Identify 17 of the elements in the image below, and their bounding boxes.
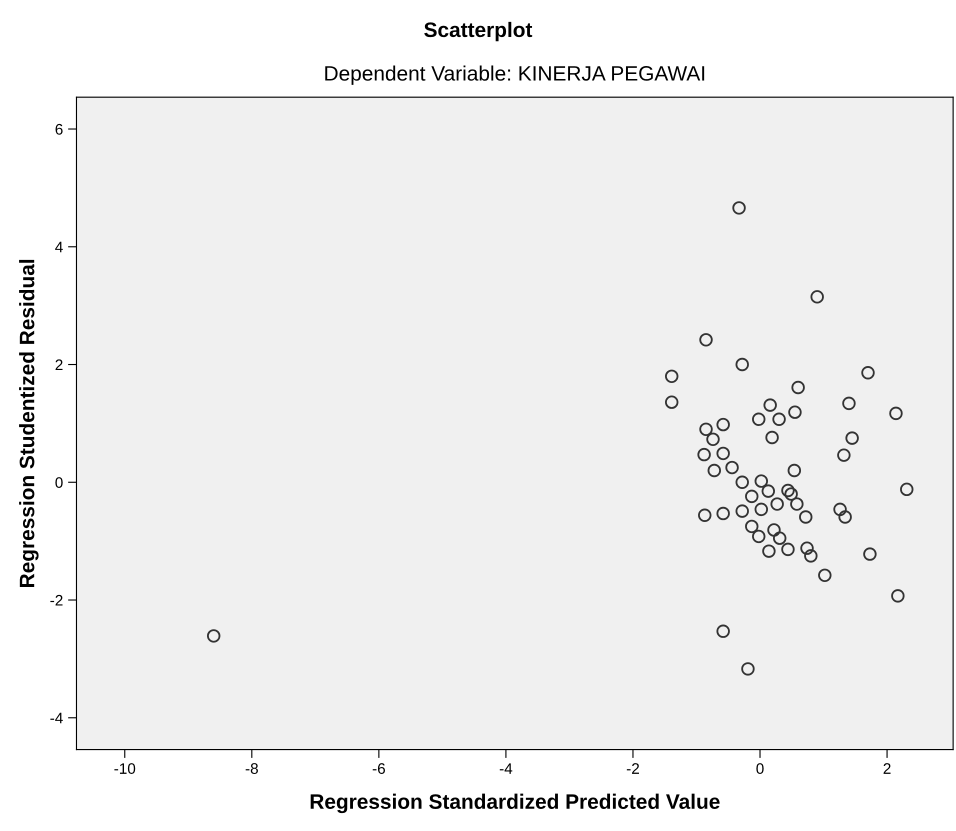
y-tick-label: 4 — [55, 242, 63, 252]
y-tick-label: -4 — [50, 712, 63, 724]
x-tick-label: 2 — [884, 763, 891, 774]
x-tick-label: 0 — [756, 763, 764, 774]
y-tick-label: -2 — [50, 594, 63, 606]
y-axis-title: Regression Studentized Residual — [19, 260, 39, 587]
y-tick-label: 2 — [56, 359, 63, 370]
x-tick-label: -4 — [500, 763, 512, 774]
x-tick-label: -10 — [114, 763, 136, 774]
y-tick-label: 0 — [55, 477, 63, 488]
chart-subtitle: Dependent Variable: KINERJA PEGAWAI — [325, 65, 704, 85]
x-tick-label: -8 — [246, 763, 258, 774]
y-tick-label: 6 — [56, 124, 63, 135]
x-axis-title: Regression Standardized Predicted Value — [310, 794, 720, 814]
chart-title: Scatterplot — [424, 22, 532, 42]
x-tick-label: -2 — [626, 763, 639, 774]
x-tick-label: -6 — [372, 763, 385, 774]
